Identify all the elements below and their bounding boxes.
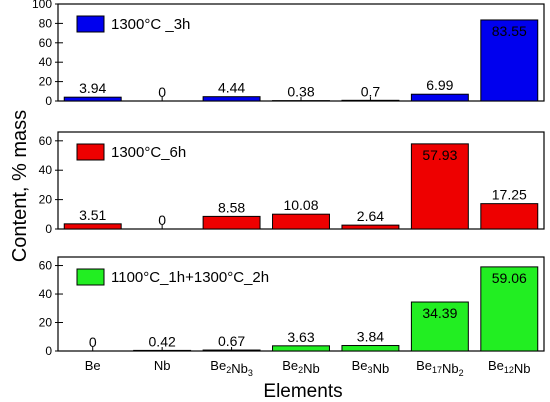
data-label: 83.55 bbox=[492, 23, 527, 39]
bar bbox=[63, 96, 122, 102]
data-label: 0.42 bbox=[149, 333, 176, 349]
panel-1: 0 20 40 60 80 100 3.94 0 4.44 0.38 0.7 6.99 83.55 130… bbox=[32, 0, 545, 108]
legend: 1300°C _3h bbox=[76, 15, 190, 33]
data-label: 3.94 bbox=[79, 80, 106, 96]
x-tick-labels: Be Nb Be2Nb3 Be2Nb Be3Nb Be17Nb2 Be12Nb bbox=[85, 358, 531, 378]
bar bbox=[202, 349, 261, 352]
x-axis-label: Elements bbox=[263, 381, 342, 402]
y-tick-label: 40 bbox=[39, 55, 53, 69]
data-label: 3.51 bbox=[79, 207, 106, 223]
y-axis-label: Content, % mass bbox=[9, 110, 31, 262]
y-tick-label: 100 bbox=[32, 0, 52, 11]
x-tick-label: Be3Nb bbox=[352, 358, 390, 376]
data-label: 0 bbox=[158, 84, 166, 100]
data-label: 17.25 bbox=[492, 187, 527, 203]
x-tick-label: Be2Nb bbox=[282, 358, 320, 376]
data-label: 57.93 bbox=[422, 147, 457, 163]
data-label: 6.99 bbox=[426, 77, 453, 93]
y-tick-label: 20 bbox=[39, 75, 53, 89]
y-tick-label: 80 bbox=[39, 16, 53, 30]
x-tick-label: Be17Nb2 bbox=[416, 358, 464, 378]
y-tick-label: 0 bbox=[45, 94, 52, 108]
data-label: 0.67 bbox=[218, 333, 245, 349]
data-label: 8.58 bbox=[218, 199, 245, 215]
legend-swatch bbox=[76, 268, 105, 286]
x-tick-label: Nb bbox=[154, 358, 171, 373]
legend-label: 1300°C_6h bbox=[111, 144, 186, 161]
legend-label: 1300°C _3h bbox=[111, 16, 190, 33]
legend-label: 1100°C_1h+1300°C_2h bbox=[111, 269, 269, 286]
y-tick-label: 20 bbox=[39, 193, 53, 207]
bar bbox=[272, 213, 330, 230]
y-tick-label: 60 bbox=[39, 134, 53, 148]
panels: 0 20 40 60 80 100 3.94 0 4.44 0.38 0.7 6.99 83.55 130… bbox=[32, 0, 545, 378]
bar bbox=[410, 301, 469, 352]
data-label: 59.06 bbox=[492, 270, 527, 286]
panel-2: 0 20 40 60 3.51 0 8.58 10.08 2.64 57.93 17.25 1300°… bbox=[39, 131, 545, 236]
bar bbox=[133, 349, 192, 352]
bar bbox=[63, 223, 122, 230]
y-tick-label: 40 bbox=[39, 163, 53, 177]
y-tick-label: 0 bbox=[45, 222, 52, 236]
data-label: 3.84 bbox=[357, 329, 384, 345]
data-label: 2.64 bbox=[357, 208, 384, 224]
data-label: 10.08 bbox=[283, 197, 318, 213]
y-tick-label: 0 bbox=[45, 344, 52, 358]
y-tick-label: 20 bbox=[39, 316, 53, 330]
data-label: 3.63 bbox=[287, 329, 314, 345]
y-tick-label: 60 bbox=[39, 259, 53, 273]
x-tick-label: Be12Nb bbox=[488, 358, 531, 376]
y-tick-label: 40 bbox=[39, 287, 53, 301]
bar bbox=[341, 345, 400, 352]
data-label: 0.38 bbox=[287, 84, 314, 100]
legend: 1100°C_1h+1300°C_2h bbox=[76, 268, 269, 286]
panel-3: 0 20 40 60 0 0.42 0.67 3.63 3.84 34.39 59.06 1100°C… bbox=[39, 256, 545, 358]
data-label: 0.7 bbox=[361, 83, 381, 99]
bar bbox=[480, 203, 539, 230]
y-tick-label: 60 bbox=[39, 36, 53, 50]
legend: 1300°C_6h bbox=[76, 143, 186, 161]
bar bbox=[341, 99, 400, 102]
x-tick-label: Be bbox=[85, 358, 101, 373]
bar bbox=[341, 224, 400, 230]
data-label: 4.44 bbox=[218, 80, 245, 96]
bar bbox=[480, 266, 539, 352]
data-label: 0 bbox=[158, 212, 166, 228]
x-tick-label: Be2Nb3 bbox=[210, 358, 253, 378]
bar bbox=[202, 215, 261, 230]
data-label: 34.39 bbox=[422, 305, 457, 321]
data-label: 0 bbox=[89, 334, 97, 350]
bar bbox=[410, 93, 469, 102]
legend-swatch bbox=[76, 143, 105, 161]
legend-swatch bbox=[76, 15, 105, 33]
bar bbox=[480, 19, 539, 102]
bar bbox=[202, 96, 261, 102]
bar bbox=[410, 143, 469, 230]
bar bbox=[272, 345, 330, 352]
